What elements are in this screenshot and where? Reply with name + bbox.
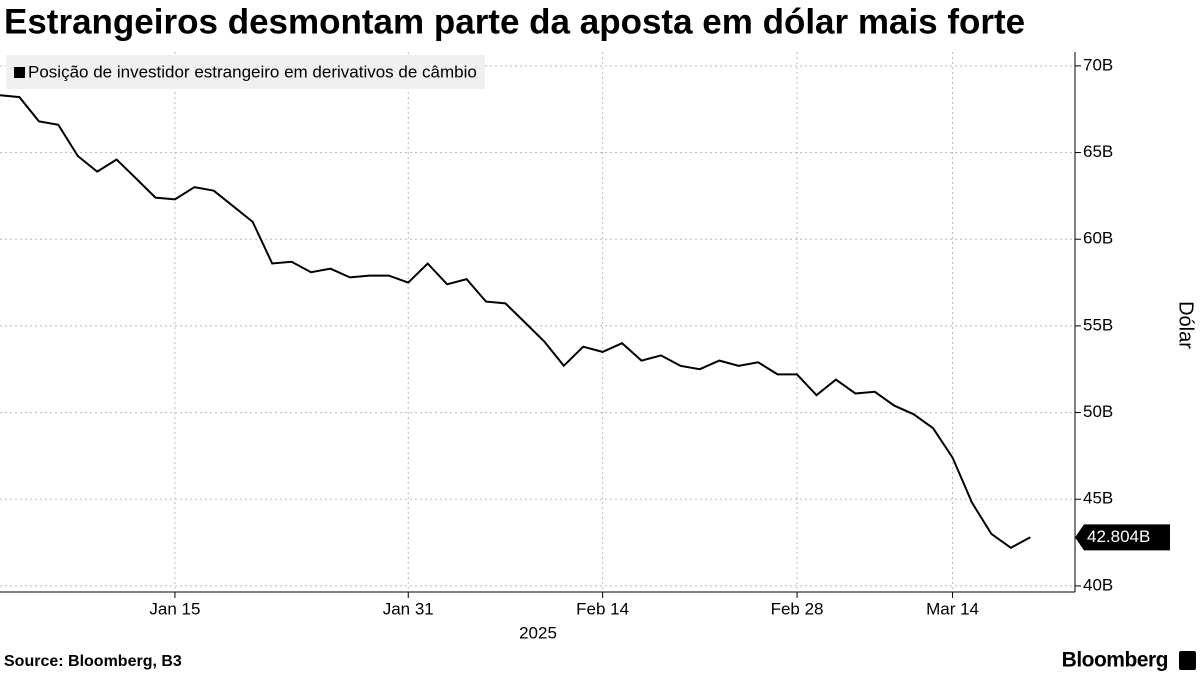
line-series bbox=[0, 94, 1031, 549]
source: Source: Bloomberg, B3 bbox=[4, 653, 182, 670]
legend-label: Posição de investidor estrangeiro em der… bbox=[28, 62, 477, 81]
y-tick-label: 55B bbox=[1083, 315, 1113, 334]
x-tick-label: Feb 14 bbox=[576, 599, 629, 618]
x-tick-label: Jan 15 bbox=[149, 599, 200, 618]
brand-icon bbox=[1179, 651, 1196, 670]
legend-box bbox=[6, 55, 485, 89]
x-tick-label: Mar 14 bbox=[926, 599, 979, 618]
y-tick-label: 60B bbox=[1083, 229, 1113, 248]
y-tick-label: 45B bbox=[1083, 489, 1113, 508]
y-axis-label: Dólar bbox=[1175, 301, 1197, 349]
y-tick-label: 70B bbox=[1083, 55, 1113, 74]
x-axis-label: 2025 bbox=[519, 623, 557, 642]
value-label: 42.804B bbox=[1087, 527, 1150, 546]
x-tick-label: Jan 31 bbox=[383, 599, 434, 618]
chart-title: Estrangeiros desmontam parte da aposta e… bbox=[4, 2, 1025, 41]
x-tick-label: Feb 28 bbox=[771, 599, 824, 618]
y-tick-label: 40B bbox=[1083, 575, 1113, 594]
brand: Bloomberg bbox=[1062, 649, 1168, 672]
y-tick-label: 50B bbox=[1083, 402, 1113, 421]
y-tick-label: 65B bbox=[1083, 142, 1113, 161]
value-label-box bbox=[1075, 524, 1170, 551]
legend-swatch bbox=[14, 67, 25, 78]
